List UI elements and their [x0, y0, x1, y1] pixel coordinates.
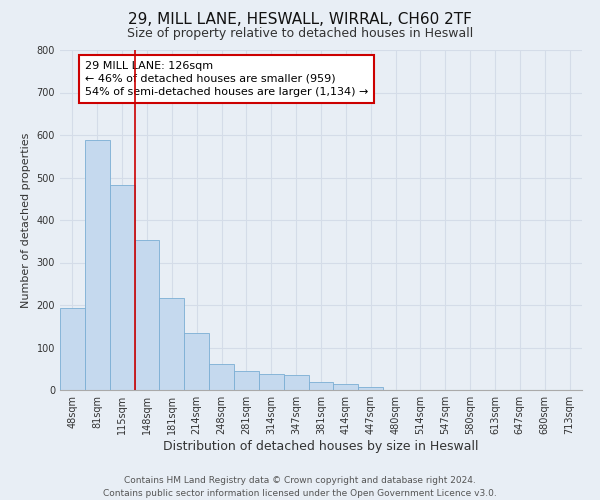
Bar — [234, 372, 259, 390]
Bar — [284, 374, 308, 390]
Bar — [134, 240, 160, 390]
Text: Contains HM Land Registry data © Crown copyright and database right 2024.
Contai: Contains HM Land Registry data © Crown c… — [103, 476, 497, 498]
Text: 29, MILL LANE, HESWALL, WIRRAL, CH60 2TF: 29, MILL LANE, HESWALL, WIRRAL, CH60 2TF — [128, 12, 472, 28]
Bar — [209, 364, 234, 390]
Y-axis label: Number of detached properties: Number of detached properties — [21, 132, 31, 308]
Bar — [184, 333, 209, 390]
X-axis label: Distribution of detached houses by size in Heswall: Distribution of detached houses by size … — [163, 440, 479, 453]
Bar — [85, 140, 110, 390]
Bar — [60, 308, 85, 390]
Bar — [160, 298, 184, 390]
Bar — [334, 384, 358, 390]
Text: Size of property relative to detached houses in Heswall: Size of property relative to detached ho… — [127, 28, 473, 40]
Bar — [259, 374, 284, 390]
Text: 29 MILL LANE: 126sqm
← 46% of detached houses are smaller (959)
54% of semi-deta: 29 MILL LANE: 126sqm ← 46% of detached h… — [85, 60, 368, 97]
Bar — [110, 185, 134, 390]
Bar — [308, 382, 334, 390]
Bar — [358, 386, 383, 390]
